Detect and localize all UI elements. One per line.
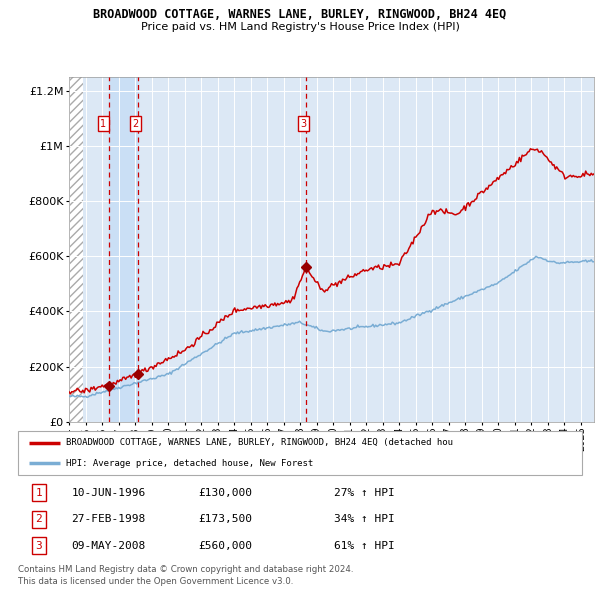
Text: 61% ↑ HPI: 61% ↑ HPI — [334, 540, 395, 550]
Text: BROADWOOD COTTAGE, WARNES LANE, BURLEY, RINGWOOD, BH24 4EQ (detached hou: BROADWOOD COTTAGE, WARNES LANE, BURLEY, … — [66, 438, 453, 447]
Text: 34% ↑ HPI: 34% ↑ HPI — [334, 514, 395, 524]
Text: £130,000: £130,000 — [199, 488, 253, 498]
Text: 09-MAY-2008: 09-MAY-2008 — [71, 540, 146, 550]
Text: 3: 3 — [35, 540, 42, 550]
Text: BROADWOOD COTTAGE, WARNES LANE, BURLEY, RINGWOOD, BH24 4EQ: BROADWOOD COTTAGE, WARNES LANE, BURLEY, … — [94, 8, 506, 21]
Text: Price paid vs. HM Land Registry's House Price Index (HPI): Price paid vs. HM Land Registry's House … — [140, 22, 460, 32]
Text: £560,000: £560,000 — [199, 540, 253, 550]
Text: 1: 1 — [100, 119, 107, 129]
Text: 3: 3 — [301, 119, 307, 129]
Text: Contains HM Land Registry data © Crown copyright and database right 2024.: Contains HM Land Registry data © Crown c… — [18, 565, 353, 573]
Text: 10-JUN-1996: 10-JUN-1996 — [71, 488, 146, 498]
Text: £173,500: £173,500 — [199, 514, 253, 524]
Text: 1: 1 — [35, 488, 42, 498]
Text: 27% ↑ HPI: 27% ↑ HPI — [334, 488, 395, 498]
FancyBboxPatch shape — [18, 431, 582, 475]
Bar — [109, 77, 137, 422]
Text: This data is licensed under the Open Government Licence v3.0.: This data is licensed under the Open Gov… — [18, 577, 293, 586]
Text: 2: 2 — [35, 514, 42, 524]
Text: 27-FEB-1998: 27-FEB-1998 — [71, 514, 146, 524]
Text: HPI: Average price, detached house, New Forest: HPI: Average price, detached house, New … — [66, 458, 313, 467]
Text: 2: 2 — [132, 119, 139, 129]
